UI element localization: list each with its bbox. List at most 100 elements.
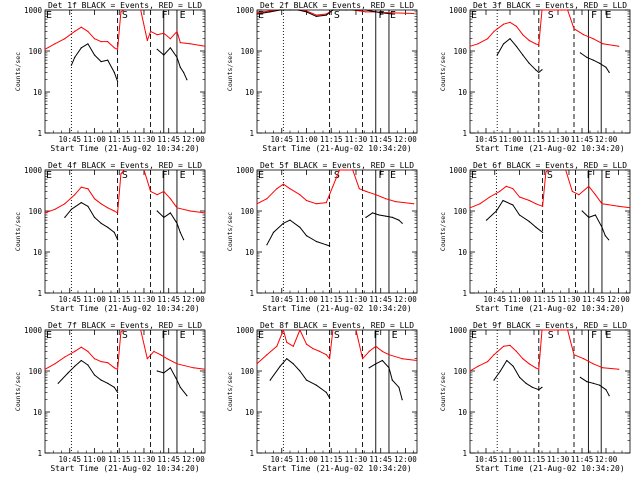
x-tick-label: 11:30 [133,135,156,144]
phase-marker-e: E [471,330,477,341]
events-series-point [107,59,109,61]
phase-marker-e: E [471,170,477,181]
events-series-point [70,64,72,66]
lld-series-point [286,341,288,343]
lld-series-line [44,169,125,214]
events-series-point [93,54,96,56]
x-tick-label: 11:15 [320,295,343,304]
lld-series-point [100,361,102,363]
lld-series-point [528,39,530,42]
phase-marker-f: F [591,10,597,21]
panel-title: Det 5f BLACK = Events, RED = LLD [260,161,414,170]
lld-series-point [541,9,543,11]
y-tick-label: 100 [453,207,467,216]
events-series-point [594,214,597,216]
x-tick-label: 11:00 [83,135,106,144]
x-tick-label: 11:15 [108,455,131,464]
lld-series-point [332,185,334,187]
lld-series-point [578,194,580,196]
events-series-point [391,216,393,218]
lld-series-point [54,208,56,210]
lld-series-point [319,350,321,352]
y-tick-label: 100 [240,367,254,376]
phase-marker-f: F [378,170,384,181]
lld-series-point [518,196,521,198]
y-tick-label: 100 [240,207,254,216]
lld-series-point [276,188,278,190]
lld-series-point [477,365,479,367]
events-series-point [176,56,178,59]
phase-marker-e: E [180,170,186,181]
y-tick-label: 10 [458,88,468,97]
events-series-point [80,47,82,49]
plot-frame [44,169,206,294]
lld-series-line [143,169,206,214]
events-series-point [401,222,403,224]
events-series-point [378,214,380,216]
events-series-point [496,54,498,56]
events-series-point [375,11,377,13]
x-axis-label: Start Time (21-Aug-02 10:34:20) [262,304,411,313]
lld-series-point [617,205,620,207]
events-series-point [493,379,495,381]
x-axis-label: Start Time (21-Aug-02 10:34:20) [50,304,199,313]
events-series-point [163,54,165,56]
y-tick-label: 1000 [449,166,468,175]
lld-series-point [64,203,66,205]
x-tick-label: 11:30 [345,295,368,304]
lld-series-point [74,350,76,352]
lld-series-point [375,345,377,347]
events-series-point [93,216,96,218]
events-series-line [368,360,403,400]
x-tick-label: 12:00 [182,135,205,144]
events-series-point [266,244,268,246]
events-series-point [107,382,109,384]
x-tick-label: 12:00 [607,295,630,304]
lld-series-point [573,354,575,356]
chart-panel-5: Det 5f BLACK = Events, RED = LLD 1 10 100 10… [226,161,418,313]
lld-series-point [44,368,46,370]
x-tick-label: 10:45 [270,455,293,464]
x-tick-label: 11:45 [571,135,594,144]
events-series-point [93,374,96,376]
x-tick-label: 11:00 [508,295,531,304]
events-series-line [156,47,188,80]
lld-series-point [542,205,544,207]
lld-series-point [541,329,543,331]
lld-series-point [573,28,575,30]
events-series-line [493,360,543,391]
lld-series-point [583,34,585,36]
x-tick-label: 11:45 [369,135,392,144]
y-tick-label: 1000 [236,326,255,335]
lld-series-point [416,359,418,362]
events-series-point [156,48,158,50]
events-series-point [87,43,89,45]
lld-series-line [565,169,631,209]
y-tick-label: 100 [453,47,467,56]
lld-series-point [338,169,341,171]
lld-series-point [299,194,301,196]
x-tick-label: 10:45 [58,455,81,464]
y-axis-label: Counts/sec [226,212,234,251]
events-series-point [518,214,521,216]
lld-series-point [547,9,550,11]
phase-marker-f: F [591,330,597,341]
phase-marker-s: S [122,10,128,21]
panel-title: Det 9f BLACK = Events, RED = LLD [473,321,627,330]
events-series-point [608,395,610,397]
events-series-point [519,376,521,378]
y-tick-label: 10 [245,408,255,417]
lld-series-point [571,190,573,192]
lld-series-point [515,350,518,352]
phase-marker-e: E [390,10,396,21]
x-tick-label: 11:15 [320,135,343,144]
lld-series-point [375,194,377,196]
events-series-point [371,212,374,214]
panel-title: Det 3f BLACK = Events, RED = LLD [473,1,627,10]
lld-series-point [74,194,76,196]
phase-marker-e: E [46,170,52,181]
events-series-point [579,376,582,378]
lld-series-point [315,203,317,205]
events-series-point [485,219,488,221]
chart-panel-4: Det 4f BLACK = Events, RED = LLD 1 10 100 10… [14,161,206,313]
